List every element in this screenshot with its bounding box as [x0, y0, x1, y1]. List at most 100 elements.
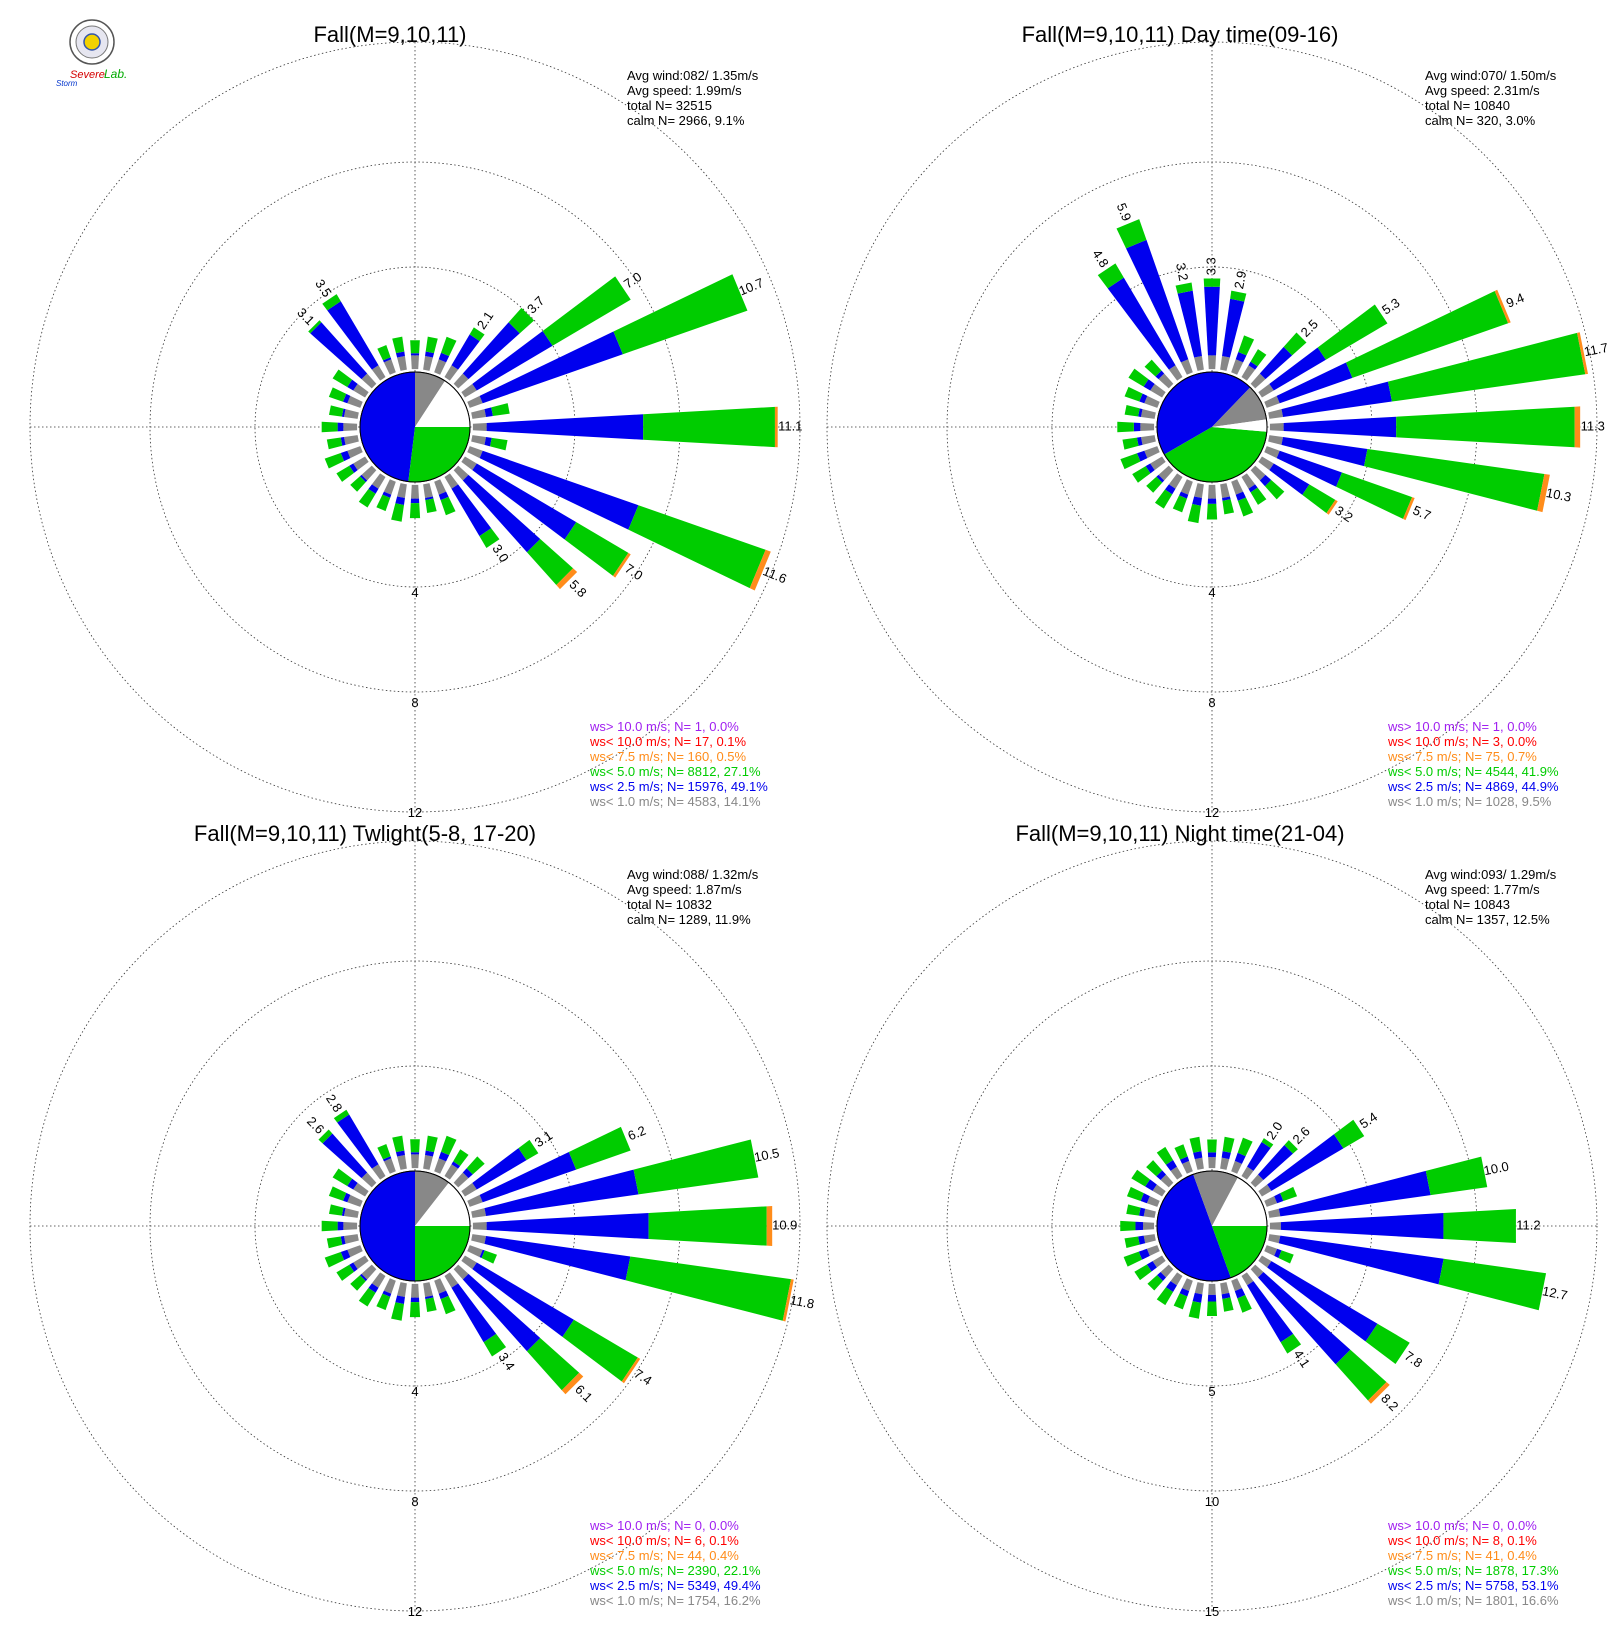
petal-label: 5.7 — [1411, 502, 1433, 523]
petal-blue-segment — [1247, 1141, 1271, 1171]
petal-blue-segment — [1179, 1288, 1190, 1297]
petal-label: 5.4 — [1357, 1109, 1380, 1132]
petal-green-segment — [1132, 466, 1151, 483]
petal-label: 2.0 — [1263, 1119, 1286, 1142]
petal-green-segment — [1175, 282, 1193, 294]
petal-gray-segment — [1158, 373, 1174, 389]
petal-258.75 — [326, 1234, 359, 1249]
petal-gray-segment — [467, 446, 483, 459]
ring-label: 12 — [408, 1604, 422, 1619]
petal-202.5 — [1173, 1278, 1193, 1310]
petal-label: 3.2 — [1332, 503, 1355, 526]
petal-blue-segment — [1222, 496, 1231, 501]
petal-blue-segment — [1276, 362, 1353, 404]
petal-label: 2.8 — [323, 1092, 346, 1115]
calm-pie-gray — [415, 372, 445, 427]
petal-label: 3.4 — [495, 1350, 518, 1373]
petal-green-segment — [425, 336, 438, 354]
petal-303.75 — [1131, 1169, 1166, 1197]
petal-blue-segment — [1126, 239, 1189, 363]
petal-green-segment — [1237, 1295, 1252, 1313]
petal-label: 6.1 — [572, 1382, 595, 1405]
panel-title: Fall(M=9,10,11) Day time(09-16) — [1022, 22, 1339, 47]
petal-gray-segment — [1180, 479, 1193, 495]
petal-orange-segment — [782, 1279, 794, 1322]
petal-blue-segment — [310, 322, 368, 380]
petal-green-segment — [1283, 332, 1307, 356]
calm-pie-gray — [1193, 1171, 1238, 1226]
petal-green-segment — [328, 1186, 347, 1201]
petal-0 — [410, 1139, 420, 1169]
petal-label: 7.0 — [621, 269, 644, 292]
petal-gray-segment — [1258, 1255, 1272, 1268]
petal-gray-segment — [1258, 383, 1274, 398]
petal-157.5 — [434, 479, 456, 516]
petal-0 — [410, 340, 420, 370]
petal-green-segment — [1237, 1137, 1253, 1157]
petal-258.75 — [1122, 435, 1156, 450]
petal-blue-segment — [1180, 1156, 1190, 1164]
petal-blue-segment — [1204, 286, 1220, 356]
petal-gray-segment — [353, 1255, 369, 1270]
ring-label: 8 — [411, 695, 418, 710]
petal-gray-segment — [1170, 1166, 1183, 1180]
petal-blue-segment — [410, 353, 420, 356]
legend-entry: ws< 1.0 m/s; N= 4583, 14.1% — [589, 794, 761, 809]
petal-orange-segment — [1494, 289, 1511, 324]
petal-green-segment — [377, 345, 391, 361]
petal-blue-segment — [1138, 1248, 1150, 1260]
petal-label: 11.1 — [778, 418, 802, 433]
petal-green-segment — [1124, 1236, 1140, 1249]
petal-gray-segment — [1220, 483, 1230, 499]
petal-blue-segment — [484, 1236, 631, 1281]
petal-292.5 — [1124, 386, 1160, 408]
petal-green-segment — [1131, 1169, 1150, 1187]
petal-180 — [409, 484, 421, 519]
ring-label: 8 — [411, 1494, 418, 1509]
petal-gray-segment — [1170, 1272, 1183, 1286]
petal-236.25 — [1132, 456, 1166, 483]
petal-green-segment — [321, 421, 338, 433]
petal-157.5 — [1231, 479, 1254, 517]
petal-gray-segment — [471, 409, 487, 419]
petal-gray-segment — [371, 1272, 386, 1288]
petal-123.75: 7.4 — [461, 1255, 655, 1388]
petal-gray-segment — [444, 1272, 459, 1288]
petal-56.25: 5.4 — [1258, 1109, 1380, 1197]
petal-blue-segment — [1177, 290, 1202, 358]
petal-blue-segment — [484, 437, 492, 447]
petal-blue-segment — [340, 1236, 346, 1245]
petal-blue-segment — [337, 1114, 379, 1169]
petal-gray-segment — [1220, 1282, 1230, 1295]
petal-orange-segment — [1367, 1381, 1390, 1404]
petal-blue-segment — [462, 322, 520, 380]
petal-225 — [350, 1264, 377, 1291]
petal-247.5 — [324, 1245, 363, 1268]
petal-gray-segment — [397, 355, 407, 371]
petal-168.75 — [1220, 483, 1235, 515]
petal-blue-segment — [1207, 1152, 1217, 1158]
petal-green-segment — [1425, 1156, 1488, 1196]
petal-label: 12.7 — [1541, 1283, 1569, 1303]
petal-green-segment — [328, 1204, 344, 1216]
petal-gray-segment — [1150, 456, 1166, 471]
petal-green-segment — [328, 387, 347, 402]
petal-label: 10.3 — [1545, 485, 1573, 505]
petal-337.5 — [1174, 1144, 1193, 1174]
petal-green-segment — [332, 369, 353, 387]
petal-label: 11.3 — [1581, 418, 1605, 433]
petal-gray-segment — [423, 355, 433, 371]
petal-67.5: 6.2 — [467, 1123, 648, 1207]
windrose-panel-4: Fall(M=9,10,11) Night time(21-04) 5 10 15 2.… — [826, 821, 1598, 1619]
petal-label: 3.5 — [312, 276, 335, 299]
petal-green-segment — [410, 340, 420, 354]
petal-101.25: 10.3 — [1268, 435, 1573, 513]
petal-gray-segment — [1146, 1245, 1160, 1256]
petal-gray-segment — [1250, 1174, 1264, 1188]
petal-green-segment — [1147, 1275, 1163, 1291]
petal-green-segment — [1443, 1209, 1516, 1243]
petal-gray-segment — [1241, 473, 1256, 489]
petal-180 — [1206, 484, 1218, 520]
calm-pie-blue — [1157, 372, 1251, 455]
petal-gray-segment — [1182, 1278, 1193, 1292]
